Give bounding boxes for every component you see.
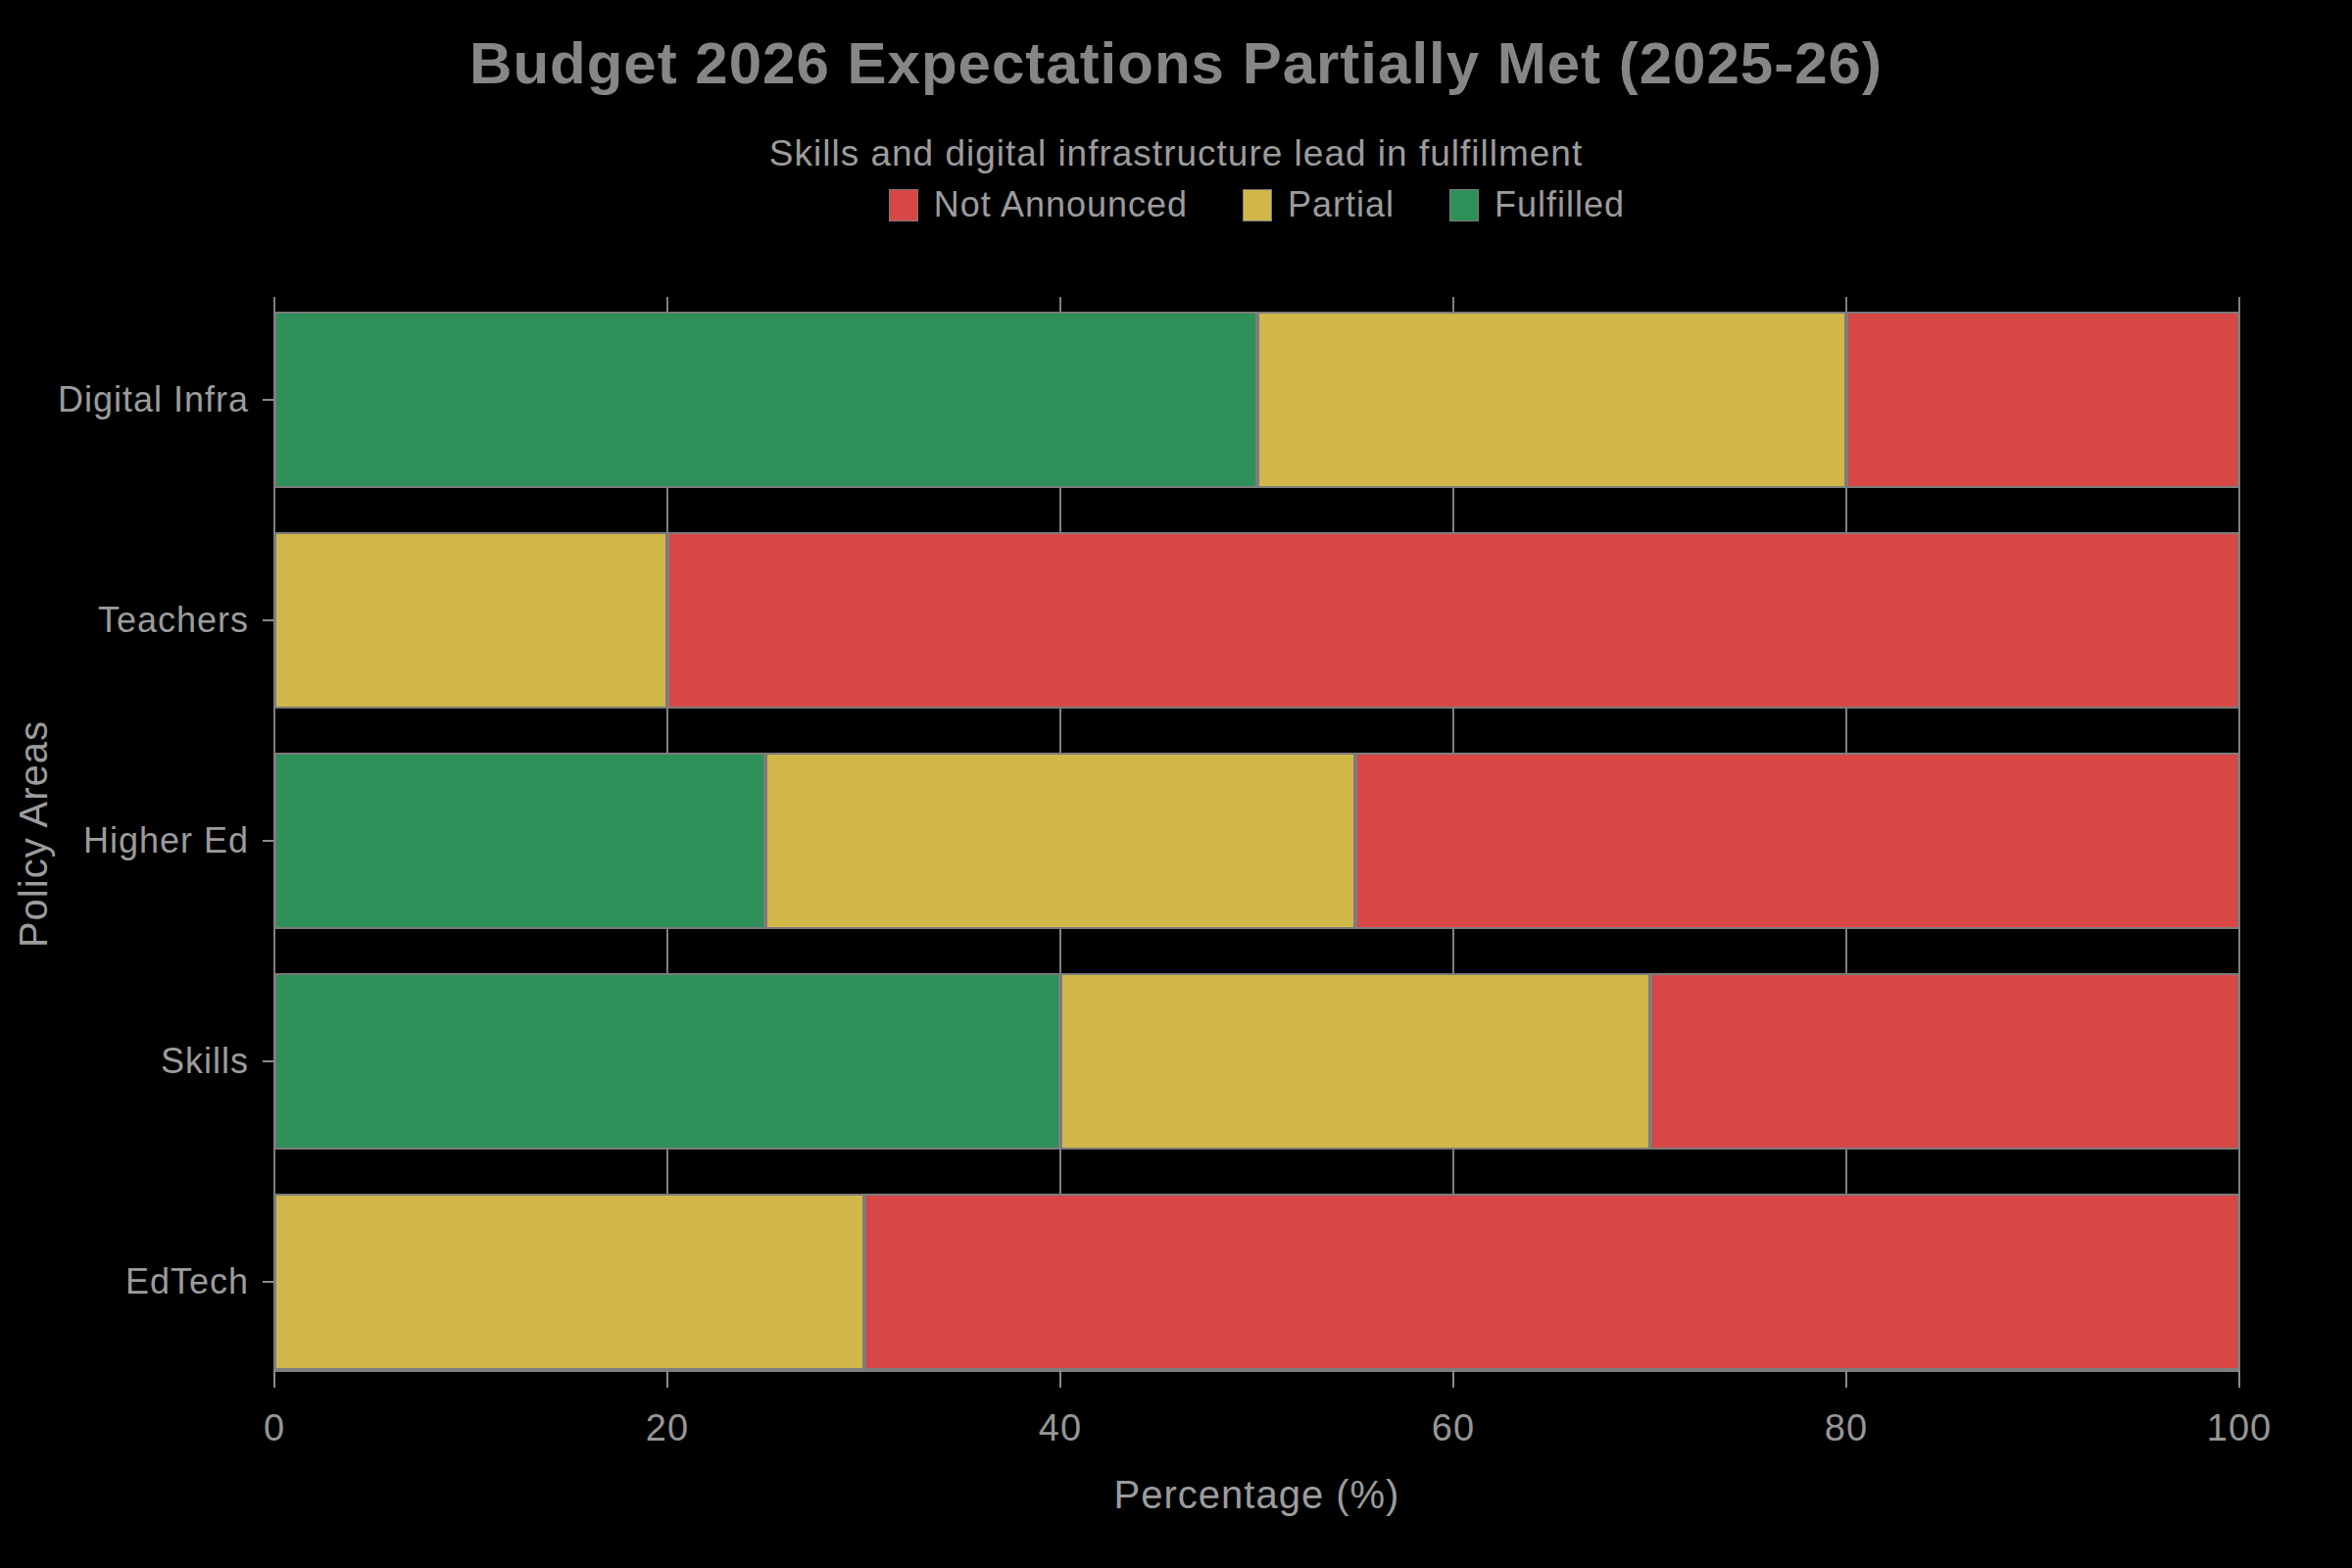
chart-subtitle: Skills and digital infrastructure lead i… <box>0 133 2352 174</box>
y-axis-label: Policy Areas <box>12 720 56 948</box>
y-category-label-higher-ed: Higher Ed <box>83 753 249 929</box>
bar-segment-edtech-partial <box>274 1194 864 1370</box>
legend: Not Announced Partial Fulfilled <box>274 184 2239 225</box>
x-tick-label: 40 <box>1039 1407 1082 1449</box>
y-category-label-digital-infra: Digital Infra <box>58 312 249 488</box>
legend-label: Fulfilled <box>1494 184 1625 225</box>
x-tick <box>1845 1370 1847 1388</box>
bar-row-skills <box>274 973 2239 1150</box>
legend-swatch-not-announced <box>889 189 918 221</box>
plot-area: 020406080100 Digital InfraTeachersHigher… <box>274 297 2239 1370</box>
legend-item-partial: Partial <box>1243 184 1395 225</box>
x-tick-label: 80 <box>1825 1407 1868 1449</box>
chart-title: Budget 2026 Expectations Partially Met (… <box>0 29 2352 97</box>
x-tick-label: 20 <box>646 1407 689 1449</box>
bar-segment-higher-ed-partial <box>765 753 1355 929</box>
bar-row-teachers <box>274 532 2239 709</box>
figure-root: Budget 2026 Expectations Partially Met (… <box>0 0 2352 1568</box>
x-tick <box>273 1370 275 1388</box>
bar-segment-digital-infra-partial <box>1257 312 1847 488</box>
bar-row-digital-infra <box>274 312 2239 488</box>
y-category-label-teachers: Teachers <box>98 532 249 709</box>
bar-row-edtech <box>274 1194 2239 1370</box>
x-tick <box>1059 1370 1061 1388</box>
bar-segment-skills-not-announced <box>1650 973 2240 1150</box>
x-tick <box>1452 1370 1454 1388</box>
x-tick <box>2238 1370 2240 1388</box>
x-tick-label: 60 <box>1432 1407 1475 1449</box>
y-tick <box>263 619 274 621</box>
y-tick <box>263 1281 274 1283</box>
legend-item-fulfilled: Fulfilled <box>1449 184 1625 225</box>
legend-label: Not Announced <box>934 184 1188 225</box>
legend-swatch-partial <box>1243 189 1272 221</box>
y-category-label-edtech: EdTech <box>125 1194 249 1370</box>
legend-label: Partial <box>1288 184 1395 225</box>
bar-row-higher-ed <box>274 753 2239 929</box>
y-tick <box>263 399 274 401</box>
y-tick <box>263 840 274 842</box>
bar-segment-skills-partial <box>1060 973 1650 1150</box>
bar-segment-digital-infra-not-announced <box>1846 312 2239 488</box>
x-tick-label: 100 <box>2207 1407 2272 1449</box>
x-tick-label: 0 <box>264 1407 285 1449</box>
x-axis-line <box>274 1370 2239 1372</box>
legend-item-not-announced: Not Announced <box>889 184 1188 225</box>
bar-segment-teachers-not-announced <box>667 532 2239 709</box>
x-tick <box>666 1370 668 1388</box>
bar-segment-skills-fulfilled <box>274 973 1060 1150</box>
bar-segment-higher-ed-not-announced <box>1355 753 2239 929</box>
legend-swatch-fulfilled <box>1449 189 1479 221</box>
y-category-label-skills: Skills <box>161 973 249 1150</box>
bar-segment-edtech-not-announced <box>864 1194 2240 1370</box>
bar-segment-digital-infra-fulfilled <box>274 312 1257 488</box>
bar-segment-higher-ed-fulfilled <box>274 753 765 929</box>
x-axis-label: Percentage (%) <box>274 1473 2239 1517</box>
y-tick <box>263 1060 274 1062</box>
bar-segment-teachers-partial <box>274 532 667 709</box>
